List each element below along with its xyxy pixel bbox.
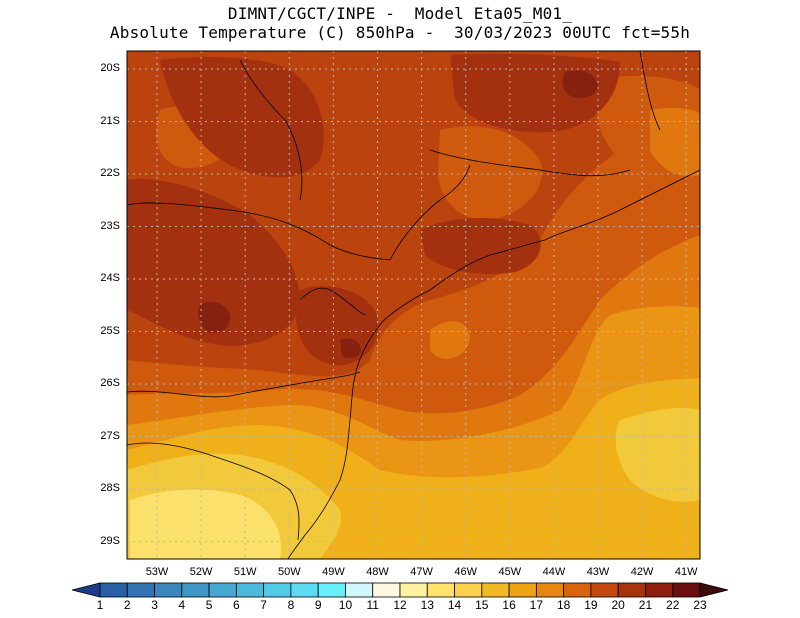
field-22-spot-1 (198, 301, 231, 333)
colorbar-swatch-8-9 (290, 582, 319, 598)
colorbar-swatch-9-10 (317, 582, 346, 598)
colorbar-swatch-2-3 (126, 582, 155, 598)
lon-label-52W: 52W (189, 566, 213, 578)
colorbar-label-22: 22 (666, 598, 680, 612)
lon-label-43W: 43W (586, 566, 610, 578)
colorbar-swatch-16-17 (508, 582, 537, 598)
field-14-region (130, 489, 281, 559)
border-es (639, 51, 661, 131)
lat-label-24S: 24S (100, 272, 120, 284)
colorbar-label-1: 1 (96, 598, 104, 612)
colorbar-label-19: 19 (584, 598, 598, 612)
map-frame (126, 50, 701, 560)
colorbar-label-17: 17 (529, 598, 544, 612)
colorbar-swatch-3-4 (154, 582, 183, 598)
field-21-west (127, 179, 300, 346)
lat-label-28S: 28S (100, 482, 120, 494)
colorbar-swatch-7-8 (263, 582, 292, 598)
colorbar-label-12: 12 (393, 598, 407, 612)
lon-label-51W: 51W (233, 566, 257, 578)
border-mg-rj (429, 149, 631, 177)
field-19-inner (438, 126, 542, 221)
colorbar-extend-low (71, 582, 101, 598)
colorbar-swatch-6-7 (235, 582, 265, 598)
lon-label-41W: 41W (674, 566, 698, 578)
colorbar-label-9: 9 (314, 598, 322, 612)
colorbar-swatch-15-16 (481, 582, 510, 598)
lon-label-46W: 46W (454, 566, 477, 578)
colorbar-label-4: 4 (178, 598, 186, 612)
border-sc-rs (127, 442, 300, 541)
lon-label-49W: 49W (322, 566, 345, 578)
colorbar-label-13: 13 (420, 598, 434, 612)
lon-label-47W: 47W (410, 566, 433, 578)
colorbar-label-8: 8 (287, 598, 295, 612)
colorbar-extend-high (699, 582, 729, 598)
colorbar-label-2: 2 (123, 598, 131, 612)
colorbar-label-6: 6 (233, 598, 240, 612)
field-21-southeast (420, 218, 541, 275)
lon-label-53W: 53W (145, 566, 169, 578)
title-line-2: Absolute Temperature (C) 850hPa - 30/03/… (109, 23, 691, 42)
colorbar-label-10: 10 (338, 598, 353, 612)
colorbar-swatch-4-5 (181, 582, 210, 598)
field-22-spot-2 (562, 70, 598, 98)
colorbar-label-15: 15 (475, 598, 489, 612)
lon-label-44W: 44W (542, 566, 566, 578)
colorbar-swatch-14-15 (454, 582, 483, 598)
colorbar-label-3: 3 (151, 598, 158, 612)
colorbar-swatch-19-20 (590, 582, 619, 598)
border-sp-mg-east (389, 164, 471, 261)
field-22-spot-3 (340, 338, 361, 358)
colorbar-swatch-1-2 (99, 582, 128, 598)
lat-label-29S: 29S (100, 534, 120, 547)
colorbar-swatch-21-22 (645, 582, 674, 598)
lon-label-45W: 45W (498, 566, 522, 578)
colorbar-label-23: 23 (693, 598, 707, 612)
map-title: DIMNT/CGCT/INPE - Model Eta05_M01_ Absol… (0, 4, 800, 42)
lon-label-48W: 48W (366, 566, 389, 578)
border-sp-pr (239, 59, 303, 201)
title-line-1: DIMNT/CGCT/INPE - Model Eta05_M01_ (227, 4, 573, 23)
lat-label-26S: 26S (100, 377, 120, 389)
colorbar-swatch-18-19 (563, 582, 592, 598)
coastline (287, 169, 700, 559)
lat-label-25S: 25S (100, 324, 120, 337)
lon-label-50W: 50W (277, 566, 301, 578)
temperature-field (127, 51, 700, 559)
lat-label-21S: 21S (100, 114, 120, 127)
lat-label-22S: 22S (100, 167, 120, 179)
lat-label-20S: 20S (100, 62, 120, 74)
colorbar-label-7: 7 (260, 598, 267, 612)
colorbar-label-21: 21 (638, 598, 653, 612)
colorbar (71, 582, 729, 598)
colorbar-label-5: 5 (205, 598, 213, 612)
colorbar-swatch-22-23 (672, 582, 701, 598)
lat-lon-grid (127, 51, 700, 559)
field-18-east (650, 107, 700, 177)
colorbar-swatch-11-12 (372, 582, 401, 598)
lat-label-23S: 23S (100, 219, 120, 232)
colorbar-swatch-5-6 (208, 582, 237, 598)
field-15-region-east (615, 408, 700, 502)
colorbar-swatch-20-21 (617, 582, 646, 598)
colorbar-label-11: 11 (366, 598, 379, 612)
border-pr-interior (299, 287, 366, 316)
colorbar-label-20: 20 (611, 598, 625, 612)
lon-label-42W: 42W (630, 566, 654, 578)
state-boundaries (127, 51, 700, 559)
colorbar-label-16: 16 (502, 598, 516, 612)
colorbar-label-14: 14 (447, 598, 462, 612)
lat-label-27S: 27S (100, 429, 120, 442)
colorbar-swatch-13-14 (426, 582, 455, 598)
colorbar-swatch-17-18 (535, 582, 565, 598)
colorbar-swatch-12-13 (399, 582, 428, 598)
border-mg-sp (127, 202, 391, 261)
field-18-sea-patch (430, 321, 470, 359)
colorbar-swatch-10-11 (345, 582, 374, 598)
colorbar-label-18: 18 (556, 598, 571, 612)
border-pr-sc (127, 371, 361, 398)
